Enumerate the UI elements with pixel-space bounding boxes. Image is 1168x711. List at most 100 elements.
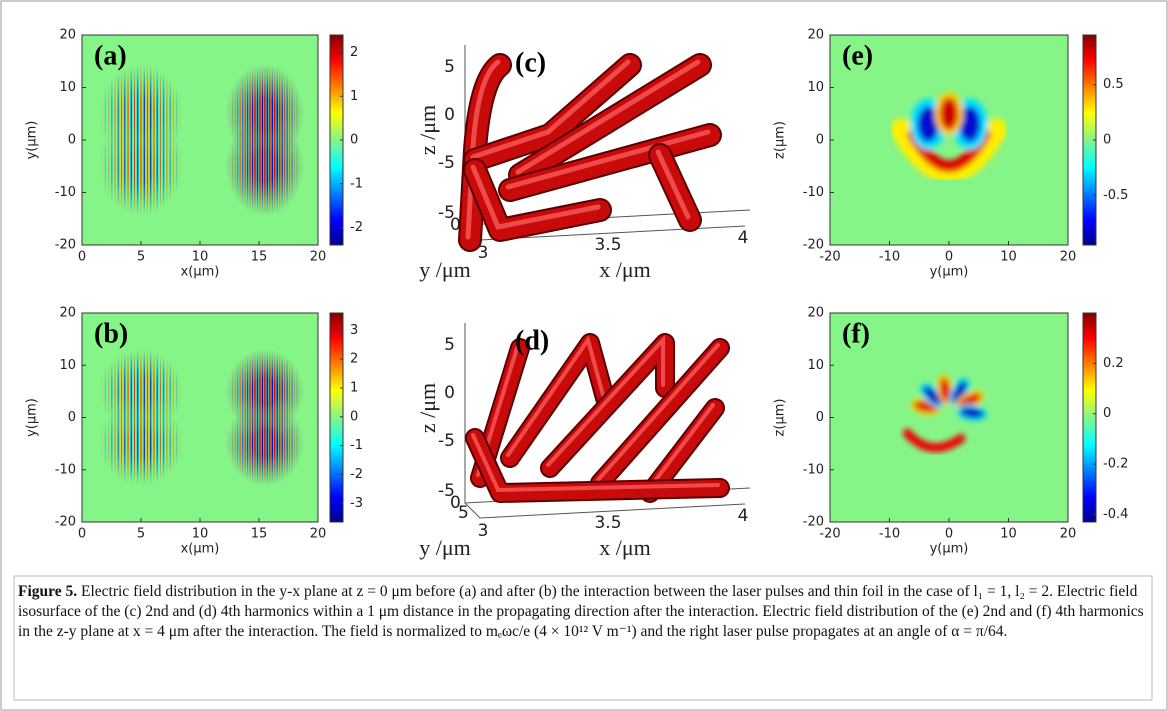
x-tick-label: -20 — [819, 527, 840, 542]
y-tick-label: 10 — [807, 358, 824, 373]
y-tick-label: -10 — [803, 185, 824, 200]
x-tick-label: 4 — [738, 228, 749, 248]
x-tick-label: 0 — [945, 527, 953, 542]
colorbar-tick-label: 0 — [1103, 406, 1111, 421]
field-background — [830, 313, 1068, 522]
colorbar-tick-label: 3 — [350, 323, 358, 338]
colorbar-tick-label: -1 — [350, 176, 363, 191]
y-axis-label: z(μm) — [773, 121, 788, 159]
field-map — [830, 313, 1068, 522]
pulse-lobe — [225, 401, 304, 486]
petal — [956, 404, 987, 422]
x-axis-label: x /μm — [599, 257, 651, 282]
y-tick-label: 10 — [59, 358, 76, 373]
z-tick-label: 5 — [444, 57, 455, 77]
harmonic-pattern — [902, 374, 987, 453]
y-tick-label: -20 — [803, 515, 824, 530]
isosurface — [458, 53, 722, 252]
tube-highlight — [470, 164, 601, 230]
colorbar-tick-label: -1 — [350, 438, 363, 453]
x-tick-label: 20 — [1060, 250, 1077, 265]
harmonic-pattern — [890, 92, 1008, 183]
colorbar-tick-label: -2 — [350, 467, 363, 482]
y-axis-label: y /μm — [419, 257, 471, 282]
y-tick-label: -20 — [803, 238, 824, 253]
lobe — [940, 97, 958, 130]
z-axis-label: z /μm — [415, 105, 440, 155]
panel-label: (d) — [515, 325, 549, 356]
x-axis-label: x(μm) — [181, 265, 220, 280]
x-tick-label: 15 — [251, 527, 268, 542]
z-tick-label: 0 — [444, 383, 455, 403]
y-tick-label: 0 — [68, 410, 76, 425]
tube-highlight — [505, 129, 711, 190]
colorbar-tick-label: -2 — [350, 220, 363, 235]
x-tick-label: 4 — [738, 506, 749, 526]
y-tick-label: 20 — [807, 28, 824, 43]
x-axis-label: x(μm) — [181, 542, 220, 557]
colorbar-tick-label: 2 — [350, 352, 358, 367]
colorbar-tick-label: 0.2 — [1103, 356, 1124, 371]
colorbar-tick-label: 2 — [350, 45, 358, 60]
x-tick-label: 0 — [78, 250, 86, 265]
colorbar-tick-label: 1 — [350, 380, 358, 395]
colorbar-tick-label: -0.4 — [1103, 507, 1128, 522]
tube — [500, 125, 720, 200]
tube-highlight — [655, 149, 691, 220]
x-tick-label: 3.5 — [594, 513, 621, 533]
y-tick-label: 20 — [59, 306, 76, 321]
y-axis-label: y(μm) — [25, 121, 40, 160]
panel-label: (c) — [515, 47, 546, 78]
panel-label: (f) — [842, 318, 870, 349]
x-tick-label: 5 — [137, 527, 145, 542]
colorbar — [1082, 312, 1097, 523]
crescent — [902, 428, 966, 453]
tube-highlight — [646, 403, 715, 492]
x-tick-label: -20 — [819, 250, 840, 265]
x-tick-label: 3 — [478, 521, 489, 541]
y-tick-label: -5 — [438, 481, 455, 501]
panel-label: (e) — [842, 40, 873, 71]
x-tick-label: 0 — [945, 250, 953, 265]
panel-label: (b) — [94, 318, 128, 349]
colorbar-tick-label: 0 — [350, 133, 358, 148]
x-tick-label: 10 — [192, 527, 209, 542]
x-tick-label: 20 — [1060, 527, 1077, 542]
colorbar-tick-label: 0.5 — [1103, 77, 1124, 92]
x-tick-label: 20 — [310, 527, 327, 542]
x-axis-label: y(μm) — [930, 542, 969, 557]
petal — [937, 374, 954, 406]
tube-highlight — [471, 433, 720, 493]
field-map — [82, 313, 318, 522]
colorbar-tick-label: 0 — [1103, 133, 1111, 148]
panel-label: (a) — [94, 40, 127, 71]
y-tick-label: 20 — [59, 28, 76, 43]
y-tick-label: 0 — [816, 410, 824, 425]
pulse-lobe — [98, 116, 184, 216]
tube-highlight — [470, 59, 631, 160]
pulse-lobe — [225, 116, 304, 216]
tube-highlight — [596, 343, 720, 482]
x-tick-label: 10 — [1000, 527, 1017, 542]
x-axis-label: x /μm — [599, 535, 651, 560]
y-tick-label: 0 — [450, 215, 461, 235]
tube — [642, 400, 723, 501]
x-axis-label: y(μm) — [930, 265, 969, 280]
y-axis-label: z(μm) — [773, 399, 788, 437]
y-tick-label: 10 — [807, 80, 824, 95]
x-tick-label: -10 — [879, 250, 900, 265]
tube-highlight — [515, 59, 701, 175]
z-tick-label: -5 — [438, 431, 455, 451]
tube — [592, 340, 728, 491]
y-tick-label: 20 — [807, 306, 824, 321]
y-axis-label: y(μm) — [25, 398, 40, 437]
lobe — [917, 106, 939, 143]
caption-text: Electric field distribution in the y-x p… — [18, 583, 1144, 640]
tube — [510, 55, 710, 185]
x-tick-label: 3 — [478, 243, 489, 263]
x-tick-label: 20 — [310, 250, 327, 265]
z-axis-label: z /μm — [415, 383, 440, 433]
